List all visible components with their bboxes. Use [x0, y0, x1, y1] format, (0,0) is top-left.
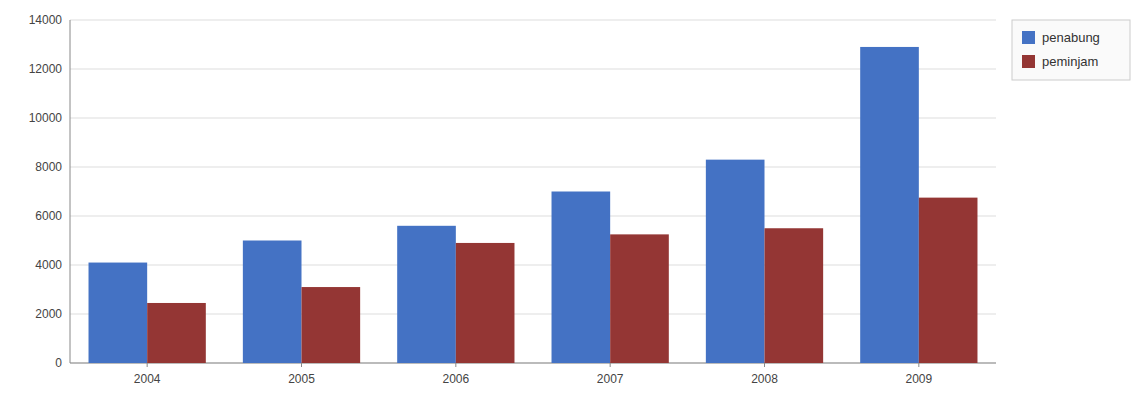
bar: [706, 160, 765, 363]
bar: [456, 243, 515, 363]
chart-svg: 0 2000 4000 6000 8000 10000 12000 14000 2004 2005…: [0, 0, 1146, 413]
grid-line: [70, 69, 996, 70]
grid: [70, 20, 996, 363]
bar: [89, 263, 148, 363]
x-tick: [301, 363, 302, 367]
legend-label: peminjam: [1042, 54, 1098, 69]
x-tick: [455, 363, 456, 367]
grid-line: [70, 216, 996, 217]
x-tick-label: 2004: [134, 372, 161, 386]
grid-line: [70, 20, 996, 21]
chart-container: 0 2000 4000 6000 8000 10000 12000 14000 2004 2005…: [0, 0, 1146, 413]
x-tick: [610, 363, 611, 367]
x-tick-label: 2007: [597, 372, 624, 386]
bar: [302, 287, 361, 363]
y-tick-label: 2000: [35, 307, 62, 321]
grid-line: [70, 363, 996, 364]
legend-label: penabung: [1042, 30, 1100, 45]
y-tick-label: 0: [55, 356, 62, 370]
x-axis-line: [70, 363, 996, 364]
grid-line: [70, 314, 996, 315]
bars: [89, 47, 978, 363]
y-tick-label: 8000: [35, 160, 62, 174]
x-tick: [918, 363, 919, 367]
bar: [147, 303, 206, 363]
y-axis-line: [70, 20, 71, 363]
legend: penabung peminjam: [1012, 20, 1130, 80]
y-tick-label: 12000: [29, 62, 63, 76]
x-tick: [764, 363, 765, 367]
grid-line: [70, 118, 996, 119]
x-tick-label: 2005: [288, 372, 315, 386]
y-tick-label: 4000: [35, 258, 62, 272]
bar: [919, 198, 978, 363]
bar: [552, 192, 611, 364]
grid-line: [70, 167, 996, 168]
legend-swatch: [1022, 55, 1035, 68]
bar: [765, 228, 824, 363]
grid-line: [70, 265, 996, 266]
legend-frame: [1012, 20, 1130, 80]
x-tick-label: 2008: [751, 372, 778, 386]
bar: [860, 47, 919, 363]
bar: [397, 226, 456, 363]
bar: [243, 241, 302, 364]
bar: [610, 234, 669, 363]
y-tick-label: 14000: [29, 13, 63, 27]
x-tick: [147, 363, 148, 367]
y-tick-label: 6000: [35, 209, 62, 223]
legend-swatch: [1022, 31, 1035, 44]
y-tick-label: 10000: [29, 111, 63, 125]
x-tick-label: 2006: [442, 372, 469, 386]
x-tick-label: 2009: [905, 372, 932, 386]
